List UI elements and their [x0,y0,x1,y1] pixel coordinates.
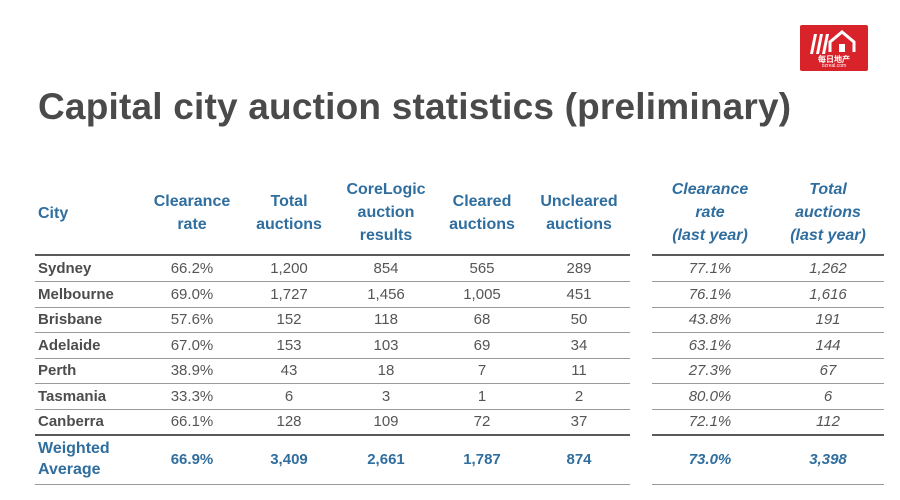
header-clearance-rate: Clearance rate [153,193,231,233]
cell-corelogic-results: 118 [374,311,398,328]
page-title: Capital city auction statistics (prelimi… [38,86,792,127]
cell-uncleared-auctions: 2 [574,388,584,405]
cell-corelogic-results: 1,456 [367,286,405,303]
cell-uncleared-auctions: 37 [570,413,588,430]
logo-english-text: ozreal.com [821,63,847,69]
cell-city: Adelaide [38,337,101,354]
cell-clearance-last-year: 72.1% [688,413,732,430]
header-total-auctions: Total auctions [256,193,322,233]
header-corelogic-results: CoreLogic auction results [346,181,426,244]
cell-clearance-rate: 38.9% [170,362,214,379]
cell-total-last-year: 6 [823,388,833,405]
cell-city: Melbourne [38,286,114,303]
avg-total-auctions: 3,409 [270,451,308,468]
cell-city: Perth [38,362,77,379]
row-divider-4 [35,358,630,359]
header-cleared-auctions: Cleared auctions [449,193,515,233]
cell-clearance-last-year: 77.1% [688,260,732,277]
house-logo-icon [810,30,856,54]
cell-corelogic-results: 103 [373,337,399,354]
cell-cleared-auctions: 1 [477,388,487,405]
cell-total-last-year: 1,616 [809,286,847,303]
cell-clearance-last-year: 76.1% [688,286,732,303]
cell-total-auctions: 153 [276,337,302,354]
cell-total-auctions: 43 [280,362,298,379]
brand-logo: 每日地产 ozreal.com [800,25,868,71]
logo-chinese-text: 每日地产 [818,55,850,64]
cell-total-auctions: 152 [276,311,302,328]
cell-corelogic-results: 18 [377,362,395,379]
weighted-average-label: Weighted Average [38,440,110,478]
avg-clearance-rate: 66.9% [170,451,214,468]
row-divider-5 [35,383,630,384]
header-total-last-year: Total auctions (last year) [790,181,866,244]
cell-city: Brisbane [38,311,103,328]
cell-clearance-rate: 69.0% [170,286,214,303]
cell-uncleared-auctions: 451 [566,286,592,303]
cell-clearance-rate: 66.1% [170,413,214,430]
cell-clearance-last-year: 63.1% [688,337,732,354]
avg-total-last-year: 3,398 [809,451,847,468]
cell-uncleared-auctions: 34 [570,337,588,354]
cell-total-auctions: 1,727 [270,286,308,303]
bottom-rule-main [35,484,630,485]
cell-uncleared-auctions: 11 [571,362,587,379]
header-clearance-last-year: Clearance rate (last year) [671,181,749,244]
cell-uncleared-auctions: 50 [570,311,588,328]
cell-total-last-year: 191 [815,311,841,328]
cell-total-last-year: 1,262 [809,260,847,277]
cell-cleared-auctions: 69 [473,337,491,354]
row-divider-3 [35,332,630,333]
cell-corelogic-results: 109 [373,413,399,430]
avg-corelogic-results: 2,661 [367,451,405,468]
cell-city: Sydney [38,260,92,277]
cell-city: Tasmania [38,388,107,405]
avg-cleared-auctions: 1,787 [463,451,501,468]
cell-clearance-rate: 66.2% [170,260,214,277]
avg-uncleared-auctions: 874 [566,451,592,468]
cell-total-auctions: 128 [276,413,302,430]
row-divider-6 [35,409,630,410]
cell-clearance-last-year: 80.0% [688,388,732,405]
cell-clearance-last-year: 27.3% [688,362,732,379]
cell-cleared-auctions: 565 [469,260,495,277]
cell-city: Canberra [38,413,104,430]
cell-uncleared-auctions: 289 [566,260,592,277]
cell-cleared-auctions: 68 [473,311,491,328]
cell-clearance-last-year: 43.8% [688,311,732,328]
cell-cleared-auctions: 1,005 [463,286,501,303]
cell-total-auctions: 1,200 [270,260,308,277]
header-rule-last-year [652,254,884,256]
bottom-rule-last-year [652,484,884,485]
cell-clearance-rate: 57.6% [170,311,214,328]
cell-total-last-year: 144 [815,337,841,354]
header-uncleared-auctions: Uncleared auctions [540,193,618,233]
row-divider-1-ly [652,281,884,282]
header-rule-main [35,254,630,256]
cell-corelogic-results: 3 [381,388,391,405]
row-divider-6-ly [652,409,884,410]
row-divider-2-ly [652,307,884,308]
avg-clearance-last-year: 73.0% [688,451,732,468]
cell-total-last-year: 112 [816,413,840,430]
cell-total-auctions: 6 [284,388,294,405]
header-city: City [38,205,69,222]
cell-total-last-year: 67 [819,362,837,379]
total-rule-main [35,434,630,436]
row-divider-5-ly [652,383,884,384]
row-divider-4-ly [652,358,884,359]
row-divider-3-ly [652,332,884,333]
cell-cleared-auctions: 7 [477,362,487,379]
row-divider-2 [35,307,630,308]
row-divider-1 [35,281,630,282]
cell-clearance-rate: 33.3% [170,388,214,405]
cell-corelogic-results: 854 [373,260,399,277]
total-rule-last-year [652,434,884,436]
cell-clearance-rate: 67.0% [170,337,214,354]
cell-cleared-auctions: 72 [473,413,491,430]
